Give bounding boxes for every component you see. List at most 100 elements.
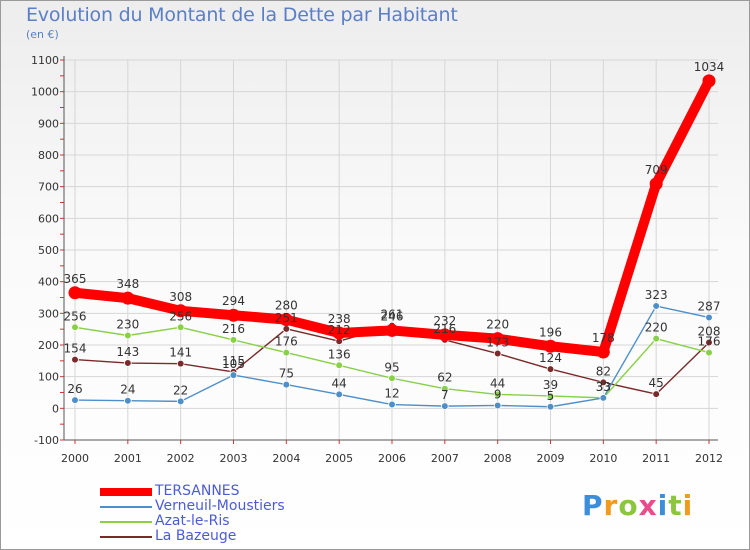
- x-tick-label: 2002: [167, 452, 195, 465]
- data-label-verneuil-moustiers: 105: [222, 357, 245, 371]
- data-point-azat-le-ris: [652, 334, 660, 343]
- data-point-la-bazeuge: [71, 355, 79, 364]
- data-label-la-bazeuge: 173: [486, 336, 509, 350]
- data-label-azat-le-ris: 216: [222, 322, 245, 336]
- data-point-tersannes: [385, 323, 399, 337]
- data-label-verneuil-moustiers: 287: [698, 299, 721, 313]
- data-point-verneuil-moustiers: [282, 380, 291, 389]
- x-tick-label: 2007: [431, 452, 459, 465]
- data-point-azat-le-ris: [493, 390, 502, 399]
- data-label-la-bazeuge: 141: [169, 346, 192, 360]
- data-point-verneuil-moustiers: [493, 401, 502, 410]
- data-label-tersannes: 246: [381, 309, 404, 323]
- data-point-tersannes: [68, 286, 82, 300]
- data-point-la-bazeuge: [546, 365, 555, 373]
- data-point-azat-le-ris: [176, 323, 185, 332]
- data-point-tersannes: [438, 328, 452, 342]
- y-tick-label: 500: [38, 244, 59, 257]
- data-label-azat-le-ris: 256: [169, 309, 192, 323]
- data-label-azat-le-ris: 33: [596, 380, 611, 394]
- legend-label: Verneuil-Moustiers: [155, 498, 285, 514]
- proxiti-logo: Proxiti: [582, 489, 694, 522]
- data-point-tersannes: [702, 74, 716, 88]
- data-label-verneuil-moustiers: 24: [120, 383, 135, 397]
- y-tick-label: 400: [38, 276, 59, 289]
- data-label-tersannes: 178: [592, 331, 615, 345]
- data-label-la-bazeuge: 154: [64, 342, 87, 356]
- data-label-verneuil-moustiers: 75: [279, 367, 294, 381]
- data-point-tersannes: [649, 177, 663, 191]
- data-label-azat-le-ris: 176: [275, 335, 298, 349]
- data-label-verneuil-moustiers: 9: [494, 387, 502, 401]
- data-point-la-bazeuge: [599, 378, 608, 387]
- data-label-azat-le-ris: 39: [543, 378, 558, 392]
- data-label-la-bazeuge: 143: [116, 345, 139, 359]
- data-label-tersannes: 196: [539, 325, 562, 339]
- x-tick-label: 2009: [537, 452, 565, 465]
- y-tick-label: 900: [38, 117, 59, 130]
- data-point-verneuil-moustiers: [546, 402, 555, 411]
- data-point-verneuil-moustiers: [441, 402, 449, 410]
- data-point-azat-le-ris: [124, 331, 132, 340]
- data-point-verneuil-moustiers: [335, 390, 343, 399]
- data-point-azat-le-ris: [71, 323, 79, 332]
- data-label-tersannes: 280: [275, 299, 298, 313]
- data-point-tersannes: [279, 313, 293, 327]
- data-label-azat-le-ris: 256: [64, 309, 87, 323]
- y-tick-label: 700: [38, 181, 59, 194]
- data-label-tersannes: 232: [433, 314, 456, 328]
- data-label-tersannes: 238: [328, 312, 351, 326]
- legend-label: Azat-le-Ris: [155, 513, 230, 529]
- data-point-la-bazeuge: [282, 325, 291, 333]
- x-tick-label: 2005: [325, 452, 353, 465]
- x-tick-label: 2008: [484, 452, 512, 465]
- data-point-verneuil-moustiers: [71, 396, 79, 404]
- data-point-verneuil-moustiers: [652, 302, 660, 310]
- data-label-tersannes: 220: [486, 318, 509, 332]
- x-tick-label: 2011: [642, 452, 670, 465]
- data-point-verneuil-moustiers: [229, 371, 238, 379]
- data-label-verneuil-moustiers: 22: [173, 383, 188, 397]
- x-tick-label: 2001: [114, 452, 142, 465]
- data-label-tersannes: 294: [222, 294, 245, 308]
- legend-swatch: [100, 488, 152, 496]
- data-point-tersannes: [121, 291, 135, 305]
- data-point-azat-le-ris: [282, 348, 291, 357]
- data-point-la-bazeuge: [493, 349, 502, 358]
- data-label-azat-le-ris: 176: [698, 335, 721, 349]
- data-label-tersannes: 709: [645, 163, 668, 177]
- data-label-la-bazeuge: 212: [328, 323, 351, 337]
- data-point-azat-le-ris: [546, 392, 555, 400]
- data-point-tersannes: [227, 308, 240, 322]
- data-point-la-bazeuge: [124, 359, 132, 367]
- y-tick-label: 1000: [31, 86, 59, 99]
- chart-unit-subtitle: (en €): [26, 28, 59, 41]
- data-label-la-bazeuge: 124: [539, 351, 562, 365]
- data-label-azat-le-ris: 230: [116, 318, 139, 332]
- data-label-azat-le-ris: 44: [490, 376, 505, 390]
- data-point-azat-le-ris: [335, 361, 343, 370]
- data-label-verneuil-moustiers: 323: [645, 288, 668, 302]
- data-label-la-bazeuge: 45: [649, 376, 664, 390]
- data-label-azat-le-ris: 62: [437, 371, 452, 385]
- x-tick-label: 2003: [220, 452, 248, 465]
- data-point-verneuil-moustiers: [124, 396, 132, 405]
- x-tick-label: 2006: [378, 452, 406, 465]
- data-label-tersannes: 365: [64, 272, 87, 286]
- y-tick-label: 100: [38, 371, 59, 384]
- chart-title: Evolution du Montant de la Dette par Hab…: [26, 4, 458, 26]
- x-tick-label: 2010: [589, 452, 617, 465]
- data-label-verneuil-moustiers: 33: [596, 380, 611, 394]
- data-label-la-bazeuge: 216: [433, 322, 456, 336]
- data-label-tersannes: 308: [169, 290, 192, 304]
- data-label-verneuil-moustiers: 44: [332, 376, 347, 390]
- x-tick-label: 2004: [272, 452, 300, 465]
- data-label-tersannes: 348: [116, 277, 139, 291]
- data-point-azat-le-ris: [441, 384, 449, 393]
- data-point-tersannes: [544, 339, 557, 353]
- x-tick-label: 2000: [61, 452, 89, 465]
- data-point-tersannes: [174, 304, 188, 318]
- data-label-azat-le-ris: 136: [328, 347, 351, 361]
- legend-label: TERSANNES: [155, 483, 240, 499]
